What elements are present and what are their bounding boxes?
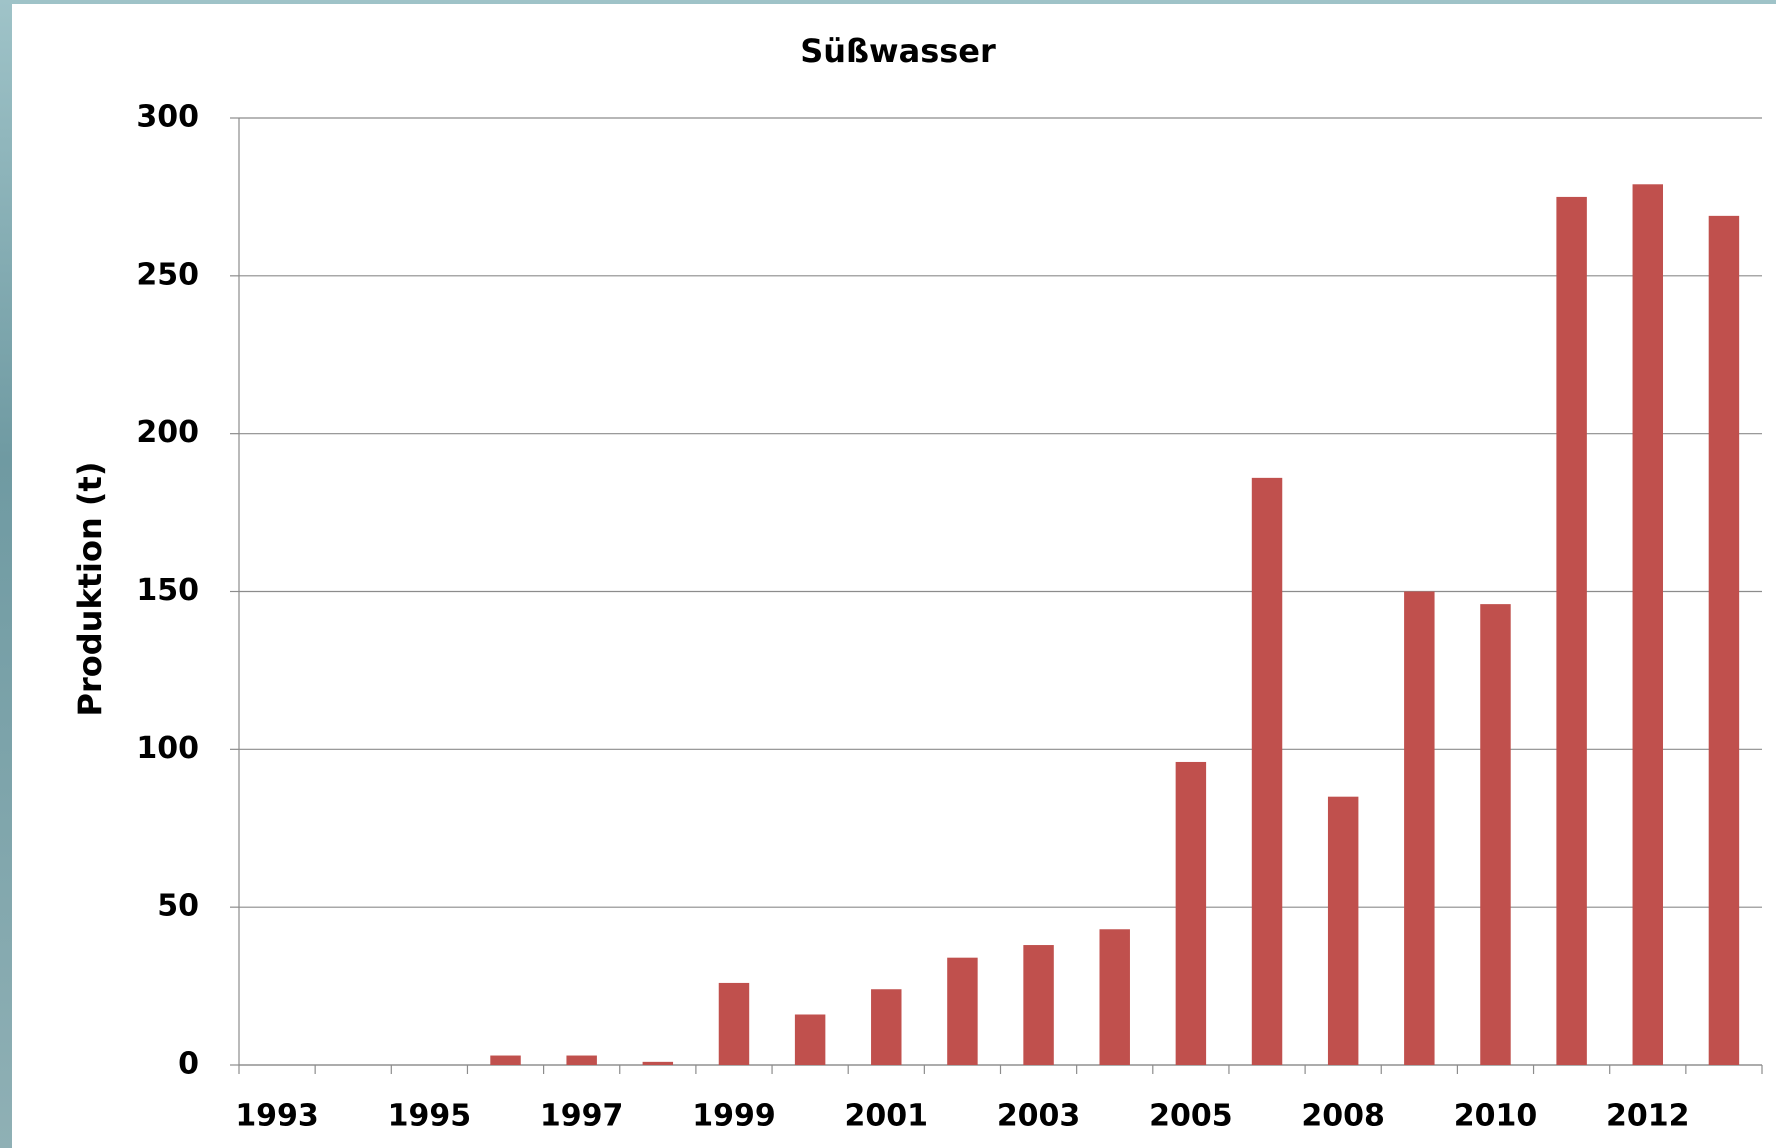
y-tick-label: 250 bbox=[136, 257, 199, 292]
chart-background bbox=[12, 4, 1776, 1148]
y-axis-label: Produktion (t) bbox=[71, 462, 109, 717]
bar bbox=[1328, 797, 1358, 1065]
bar bbox=[490, 1056, 520, 1065]
bar bbox=[871, 989, 901, 1065]
y-tick-label: 0 bbox=[178, 1047, 199, 1082]
x-tick-label: 2008 bbox=[1301, 1099, 1385, 1134]
x-tick-label: 2001 bbox=[845, 1099, 929, 1134]
bar bbox=[1404, 592, 1434, 1066]
bar bbox=[566, 1056, 596, 1065]
bar bbox=[1099, 929, 1129, 1065]
x-tick-label: 2005 bbox=[1149, 1099, 1233, 1134]
bar bbox=[1480, 604, 1510, 1065]
x-tick-label: 1999 bbox=[692, 1099, 776, 1134]
bar bbox=[1709, 216, 1739, 1065]
x-tick-label: 2003 bbox=[997, 1099, 1081, 1134]
bar bbox=[1556, 197, 1586, 1065]
x-tick-label: 1997 bbox=[540, 1099, 624, 1134]
y-tick-label: 300 bbox=[136, 100, 199, 135]
bar bbox=[1252, 478, 1282, 1065]
x-tick-label: 2012 bbox=[1606, 1099, 1690, 1134]
y-tick-label: 150 bbox=[136, 573, 199, 608]
x-tick-label: 1993 bbox=[235, 1099, 319, 1134]
page: {"chart_data": {"type": "bar", "title": … bbox=[0, 0, 1776, 1148]
chart-title: Süßwasser bbox=[800, 32, 996, 70]
y-tick-label: 100 bbox=[136, 731, 199, 766]
bar bbox=[1633, 184, 1663, 1065]
bar bbox=[795, 1014, 825, 1065]
chart: Süßwasser Produktion (t) 0 50 100 150 200 250… bbox=[0, 0, 1776, 1148]
bar bbox=[1176, 762, 1206, 1065]
y-tick-label: 200 bbox=[136, 415, 199, 450]
bar bbox=[643, 1062, 673, 1065]
x-tick-label: 1995 bbox=[388, 1099, 472, 1134]
bar bbox=[719, 983, 749, 1065]
y-tick-label: 50 bbox=[157, 889, 199, 924]
bar bbox=[1023, 945, 1053, 1065]
x-tick-label: 2010 bbox=[1454, 1099, 1538, 1134]
bar bbox=[947, 958, 977, 1065]
